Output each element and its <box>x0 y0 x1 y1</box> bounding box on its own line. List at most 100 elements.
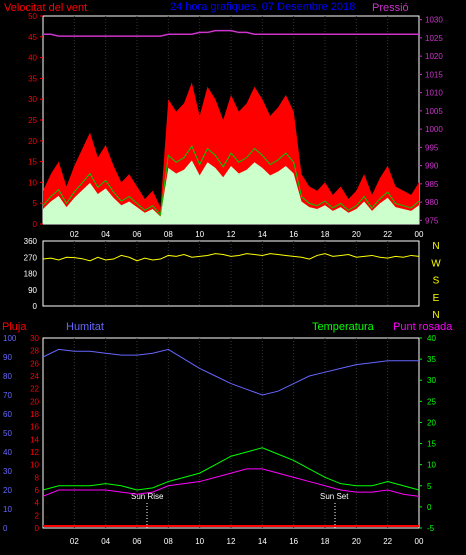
pressure-tick-label: 1005 <box>425 107 443 116</box>
pressure-tick-label: 975 <box>425 216 439 225</box>
x-tick-label-top: 10 <box>195 230 204 239</box>
chart-title: 24 hora grafiques, 07 Desembre 2018 <box>170 1 355 13</box>
x-tick-label-bottom: 06 <box>133 537 142 546</box>
wind-tick-label: 45 <box>28 33 37 42</box>
wind-tick-label: 15 <box>28 158 37 167</box>
humidity-label: Humitat <box>66 321 104 333</box>
x-tick-label-bottom: 10 <box>195 537 204 546</box>
x-tick-label-bottom: 16 <box>289 537 298 546</box>
wind-tick-label: 10 <box>28 178 37 187</box>
wind-tick-label: 0 <box>33 220 38 229</box>
rain-tick-label: 10 <box>30 461 39 470</box>
compass-letter: W <box>431 258 441 269</box>
pressure-line <box>43 29 419 37</box>
rain-tick-label: 22 <box>30 385 39 394</box>
pressure-tick-label: 1025 <box>425 34 443 43</box>
wind-avg-fill <box>43 160 419 224</box>
temperature-tick-label: -5 <box>427 524 435 533</box>
rain-tick-label: 20 <box>30 397 39 406</box>
direction-tick-label: 360 <box>24 237 38 246</box>
x-tick-label-top: 16 <box>289 230 298 239</box>
temperature-tick-label: 0 <box>427 503 432 512</box>
rain-tick-label: 24 <box>30 372 39 381</box>
wind-tick-label: 50 <box>28 12 37 21</box>
pressure-tick-label: 980 <box>425 198 439 207</box>
wind-direction-line <box>42 253 420 262</box>
pressure-tick-label: 1030 <box>425 16 443 25</box>
x-tick-label-bottom: 18 <box>321 537 330 546</box>
x-tick-label-bottom: 14 <box>258 537 267 546</box>
rain-tick-label: 6 <box>35 486 40 495</box>
humidity-tick-label: 30 <box>3 467 12 476</box>
humidity-tick-label: 20 <box>3 486 12 495</box>
wind-tick-label: 30 <box>28 95 37 104</box>
wind-avg-line <box>42 145 420 217</box>
temperature-tick-label: 40 <box>427 334 436 343</box>
temperature-tick-label: 10 <box>427 461 436 470</box>
temperature-line <box>42 447 420 491</box>
x-tick-label-top: 02 <box>70 230 79 239</box>
pressure-tick-label: 990 <box>425 162 439 171</box>
rain-tick-label: 30 <box>30 334 39 343</box>
compass-letter: N <box>432 241 439 252</box>
rain-tick-label: 18 <box>30 410 39 419</box>
dewpoint-label: Punt rosada <box>393 321 453 333</box>
x-tick-label-top: 08 <box>164 230 173 239</box>
pressure-tick-label: 1015 <box>425 70 443 79</box>
x-tick-label-bottom: 08 <box>164 537 173 546</box>
rain-tick-label: 2 <box>35 511 40 520</box>
x-tick-label-bottom: 20 <box>352 537 361 546</box>
direction-tick-label: 270 <box>24 253 38 262</box>
pressure-tick-label: 985 <box>425 180 439 189</box>
humidity-tick-label: 50 <box>3 429 12 438</box>
rain-label: Pluja <box>2 321 27 333</box>
rain-tick-label: 14 <box>30 435 39 444</box>
rain-tick-label: 12 <box>30 448 39 457</box>
wind-tick-label: 20 <box>28 137 37 146</box>
temperature-tick-label: 15 <box>427 440 436 449</box>
sun-rise-label: Sun Rise <box>131 492 164 501</box>
wind-tick-label: 25 <box>28 116 37 125</box>
pressure-label: Pressió <box>372 2 409 14</box>
humidity-tick-label: 100 <box>3 334 17 343</box>
wind-tick-label: 35 <box>28 74 37 83</box>
temperature-label: Temperatura <box>312 321 375 333</box>
rain-tick-label: 8 <box>35 473 40 482</box>
compass-letter: S <box>433 276 440 287</box>
compass-letter: E <box>433 293 440 304</box>
x-tick-label-top: 04 <box>101 230 110 239</box>
temperature-tick-label: 25 <box>427 397 436 406</box>
x-tick-label-top: 12 <box>227 230 236 239</box>
humidity-tick-label: 0 <box>3 524 8 533</box>
wind-speed-label: Velocitat del vent <box>4 2 87 14</box>
pressure-tick-label: 1020 <box>425 52 443 61</box>
bottom-panel-frame <box>42 337 420 529</box>
humidity-line <box>42 348 419 396</box>
humidity-tick-label: 10 <box>3 505 12 514</box>
x-tick-label-top: 20 <box>352 230 361 239</box>
direction-tick-label: 90 <box>28 286 37 295</box>
pressure-tick-label: 995 <box>425 143 439 152</box>
x-tick-label-top: 14 <box>258 230 267 239</box>
temperature-tick-label: 20 <box>427 418 436 427</box>
wind-tick-label: 40 <box>28 54 37 63</box>
x-tick-label-top: 00 <box>415 230 424 239</box>
humidity-tick-label: 70 <box>3 391 12 400</box>
rain-tick-label: 28 <box>30 347 39 356</box>
x-tick-label-bottom: 04 <box>101 537 110 546</box>
x-tick-label-bottom: 02 <box>70 537 79 546</box>
direction-tick-label: 180 <box>24 270 38 279</box>
compass-letter: N <box>432 310 439 321</box>
x-tick-label-top: 18 <box>321 230 330 239</box>
x-tick-label-bottom: 12 <box>227 537 236 546</box>
x-tick-label-top: 22 <box>383 230 392 239</box>
sun-set-label: Sun Set <box>320 492 349 501</box>
wind-tick-label: 5 <box>33 199 38 208</box>
x-tick-label-top: 06 <box>133 230 142 239</box>
humidity-tick-label: 40 <box>3 448 12 457</box>
rain-tick-label: 26 <box>30 359 39 368</box>
dewpoint-line <box>42 468 420 497</box>
x-tick-label-bottom: 00 <box>415 537 424 546</box>
